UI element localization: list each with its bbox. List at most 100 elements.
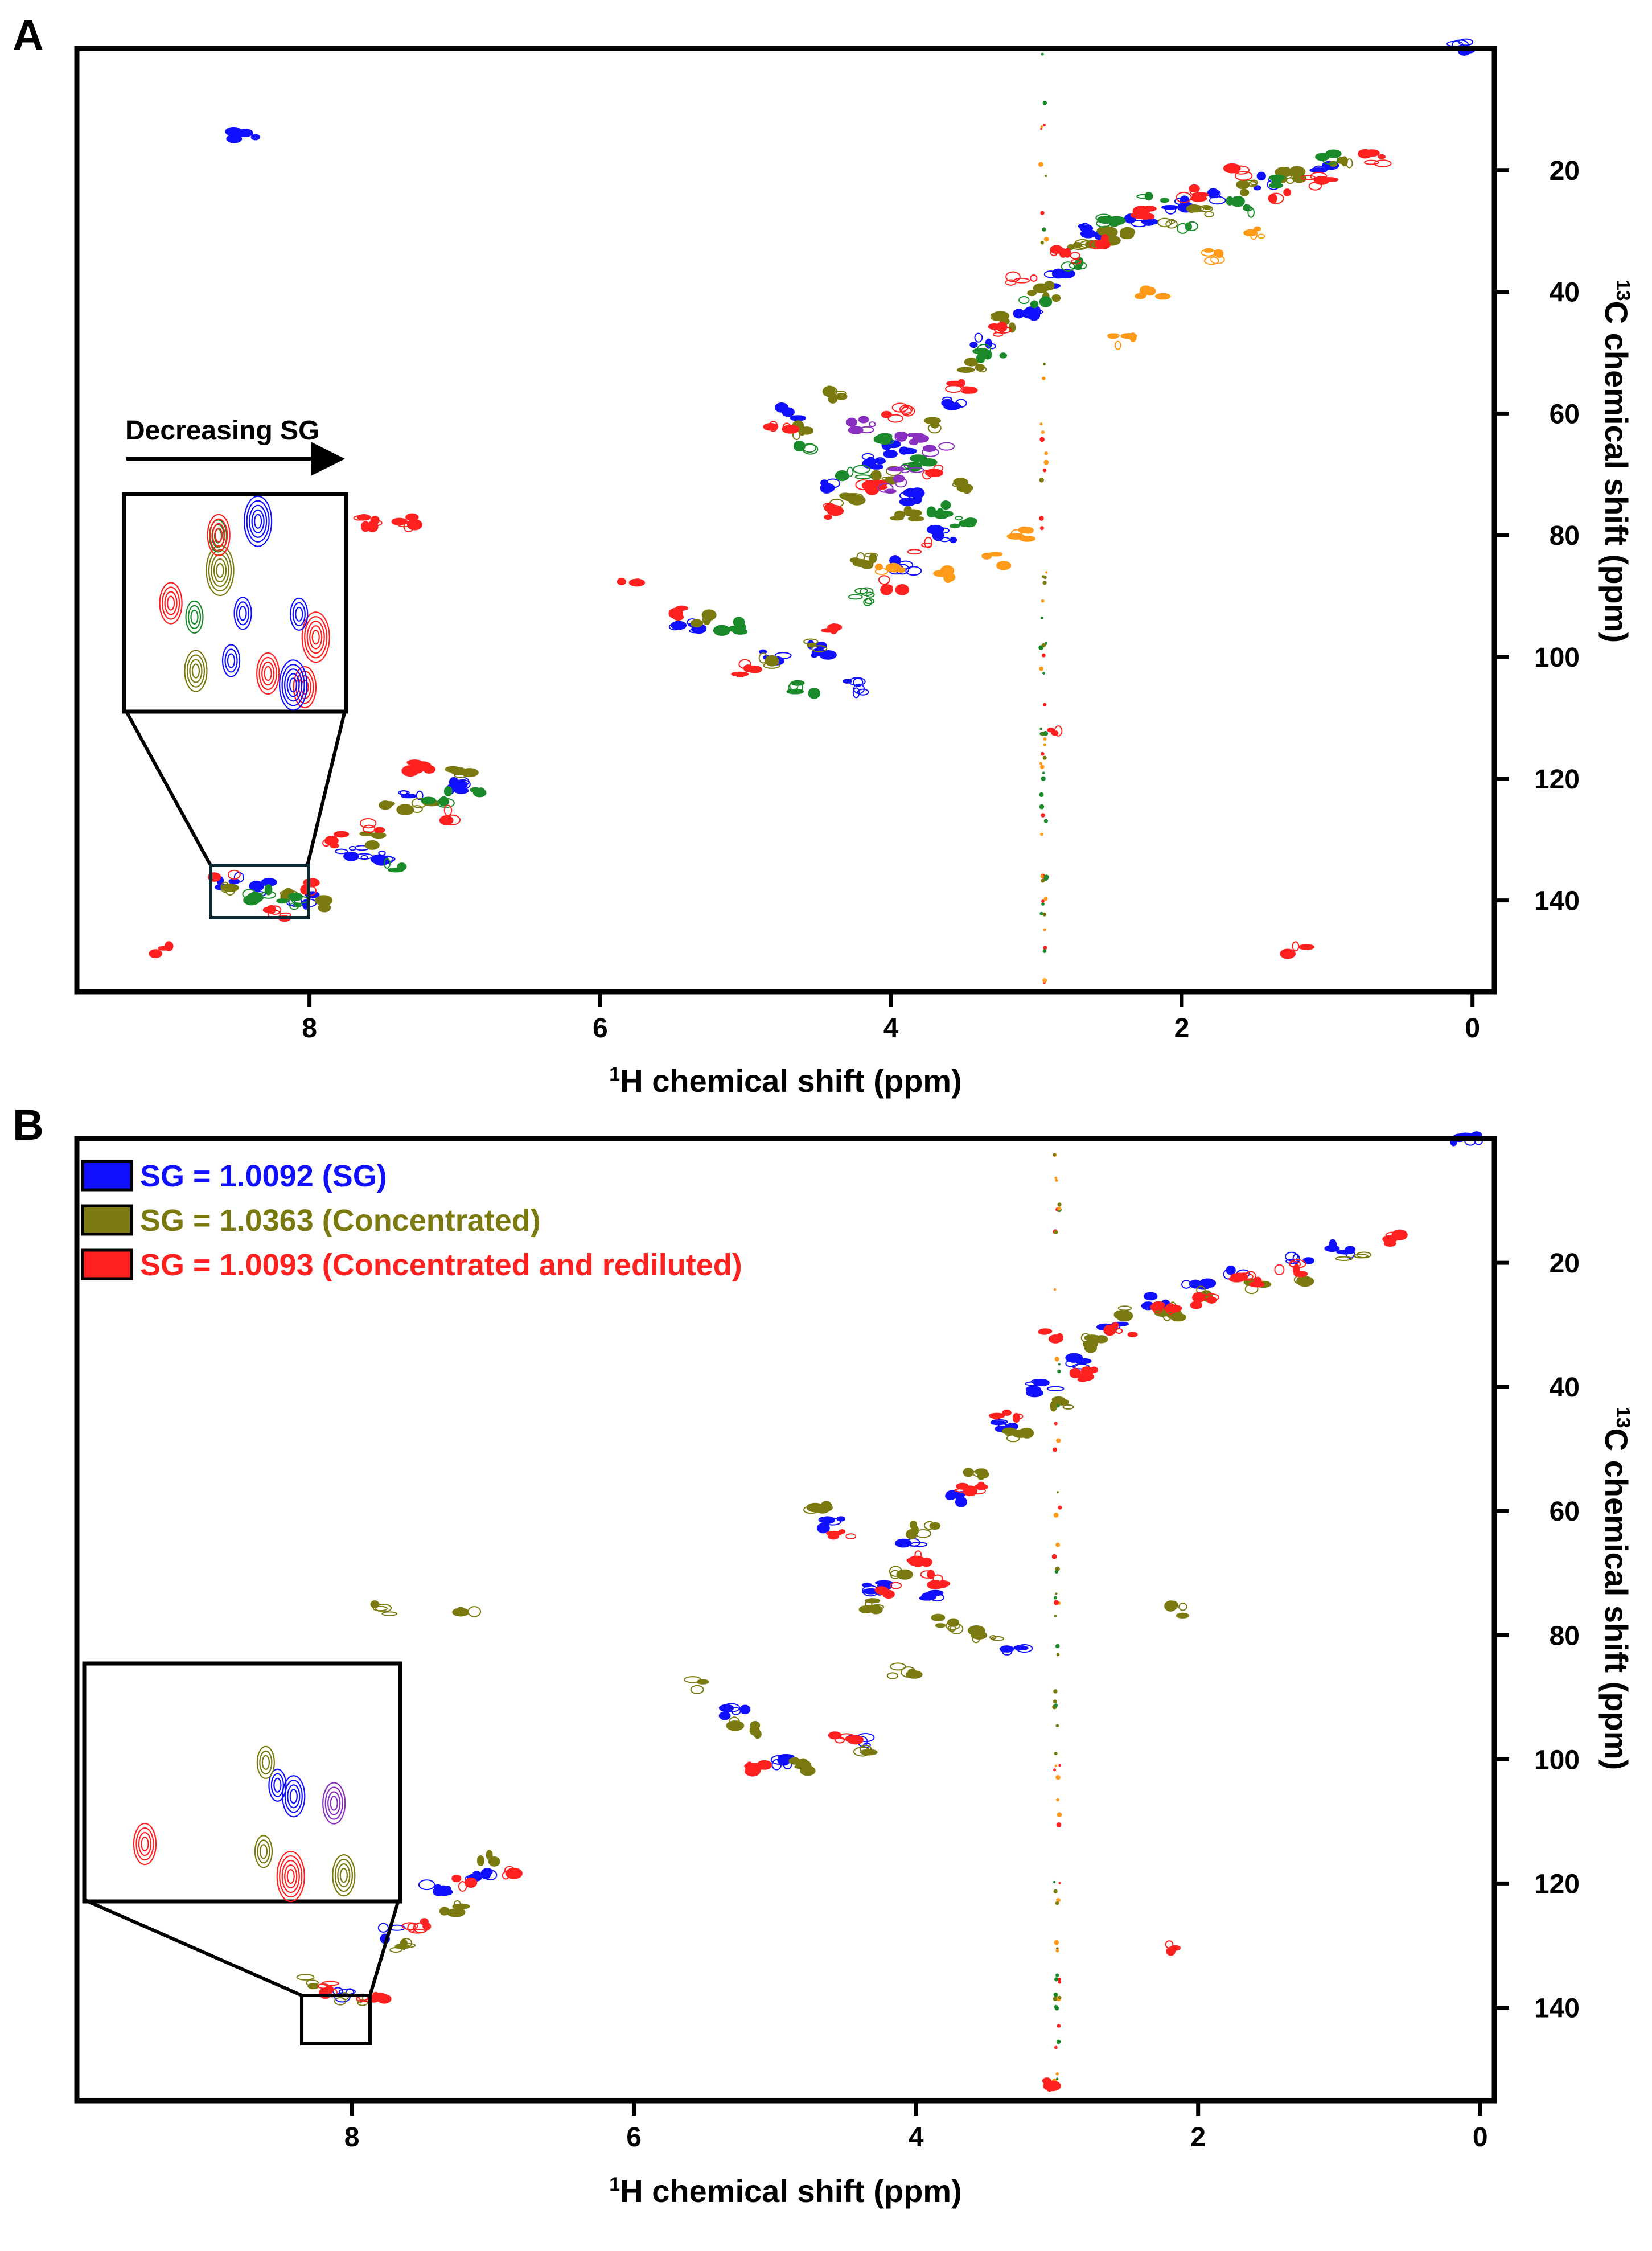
inset-contour-ring	[206, 544, 235, 597]
contour	[1209, 196, 1226, 205]
contour	[905, 566, 922, 576]
noise-point	[1039, 762, 1043, 765]
peak-a-2-1	[276, 892, 309, 910]
contour	[853, 1747, 872, 1757]
inset-box-a	[122, 492, 348, 714]
x-axis-a: 8 6 4 2 0	[302, 992, 1480, 1044]
inset-contour-ring	[304, 616, 328, 659]
contour	[955, 516, 963, 521]
contour	[1008, 322, 1016, 333]
peak-b-2-7	[906, 1550, 932, 1567]
noise-point	[1043, 874, 1049, 880]
contour	[1144, 191, 1153, 201]
contour	[808, 687, 820, 699]
contour	[303, 878, 320, 888]
contour	[1094, 239, 1111, 249]
peak-a-1-3	[359, 831, 387, 850]
noise-point	[1040, 874, 1044, 878]
contour	[903, 462, 921, 470]
contour	[962, 387, 978, 394]
peak-a-2-4	[470, 787, 487, 798]
noise-point	[1055, 1775, 1061, 1780]
contour	[848, 594, 863, 600]
peak-b-0-8	[945, 1490, 967, 1507]
contour	[366, 521, 379, 533]
noise-point	[1053, 1768, 1057, 1772]
legend-swatch-rediluted	[81, 1248, 133, 1280]
inset-contour-ring	[254, 1835, 273, 1868]
legend-label-concentrated: SG = 1.0363 (Concentrated)	[140, 1203, 541, 1238]
contour	[884, 488, 897, 494]
noise-point	[1054, 1977, 1059, 1982]
contour	[1051, 1396, 1066, 1403]
inset-contour-ring	[246, 500, 270, 543]
inset-contour-ring	[227, 653, 236, 668]
contour	[895, 584, 910, 595]
inset-connector-left-b	[84, 1899, 303, 1997]
peak-a-3-33	[878, 575, 910, 595]
contour	[880, 584, 893, 595]
peak-a-2-2	[383, 858, 407, 873]
peak-a-3-21	[1268, 188, 1292, 204]
noise-point	[1058, 1995, 1062, 2000]
contour	[922, 470, 932, 480]
noise-point	[1039, 422, 1043, 426]
contour	[950, 536, 957, 544]
inset-contour-ring	[133, 1822, 157, 1866]
contour	[1176, 223, 1189, 234]
noise-point	[1054, 1615, 1057, 1617]
contour	[921, 1592, 937, 1601]
contour	[420, 1918, 429, 1925]
contour	[1203, 248, 1214, 253]
contour	[969, 342, 978, 348]
contour	[387, 868, 404, 873]
contour	[227, 869, 241, 880]
contour	[401, 1922, 418, 1930]
inset-contour-ring	[208, 519, 228, 553]
inset-contour-ring	[251, 509, 265, 533]
contour	[881, 410, 892, 418]
peak-a-3-5	[359, 818, 385, 833]
peak-b-2-20	[828, 1731, 864, 1745]
legend-item-concentrated: SG = 1.0363 (Concentrated)	[81, 1203, 541, 1238]
peak-a-2-15	[1176, 221, 1198, 234]
contour	[1269, 182, 1283, 189]
contour	[1022, 527, 1034, 534]
legend-swatch-concentrated	[81, 1204, 133, 1236]
contour	[420, 796, 437, 804]
noise-point	[1056, 2039, 1061, 2044]
noise-point	[1053, 1153, 1057, 1157]
inset-contour-ring	[311, 630, 320, 645]
noise-point	[1056, 1491, 1059, 1494]
noise-point	[1057, 1202, 1062, 1207]
contour	[250, 134, 260, 141]
peak-b-2-16	[1228, 1271, 1265, 1288]
contour	[1056, 1333, 1063, 1342]
contour	[991, 311, 1010, 321]
contour	[865, 1598, 881, 1604]
contour	[1047, 727, 1055, 733]
peak-a-4-3	[1201, 248, 1225, 265]
peak-a-2-22	[949, 516, 977, 529]
contour	[1157, 217, 1173, 228]
inset-peak	[206, 544, 235, 597]
contour	[1203, 256, 1219, 265]
contour	[389, 1947, 402, 1953]
contour	[835, 393, 848, 400]
contour	[854, 474, 872, 480]
peak-a-5-4	[887, 464, 924, 483]
inset-connector-right-b	[368, 1900, 400, 1996]
contour	[242, 889, 257, 899]
legend-label-rediluted: SG = 1.0093 (Concentrated and rediluted)	[140, 1248, 742, 1282]
contour	[378, 851, 386, 856]
contour	[1204, 211, 1214, 217]
contour	[1080, 1366, 1092, 1376]
y-tick-label: 40	[1550, 1373, 1580, 1403]
peak-b-2-8	[920, 1570, 951, 1590]
contour	[788, 1757, 800, 1765]
inset-contour-ring	[209, 518, 228, 552]
noise-point	[1039, 666, 1043, 671]
noise-point	[1042, 978, 1047, 983]
contour	[488, 1856, 500, 1867]
noise-point	[1057, 1812, 1062, 1818]
